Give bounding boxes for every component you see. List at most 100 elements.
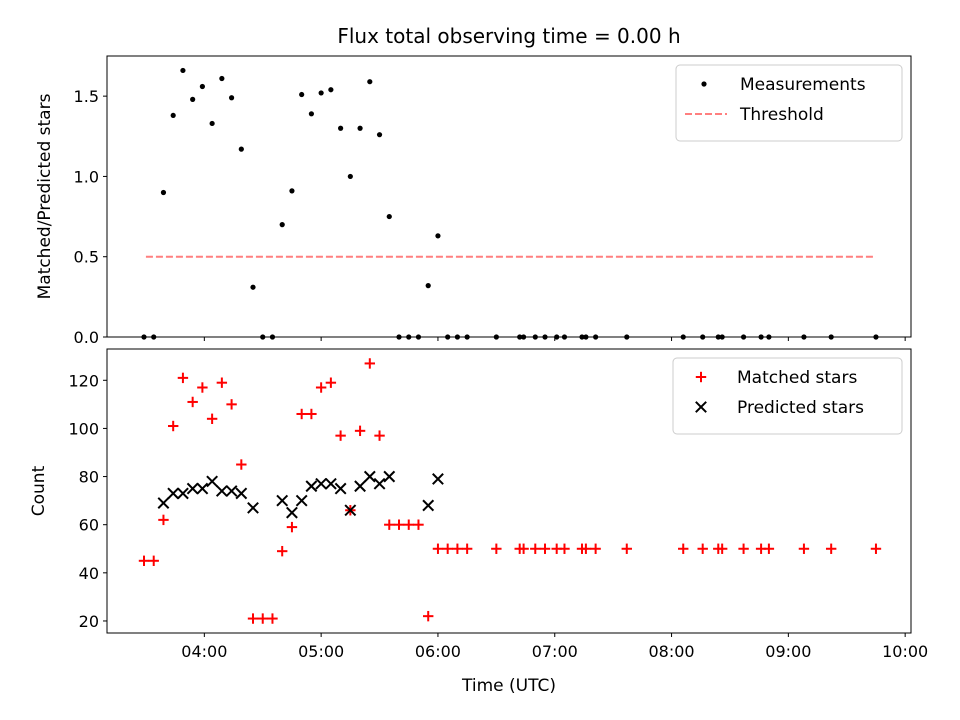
measurements-point — [328, 87, 334, 93]
matched-stars-point — [432, 543, 444, 554]
y-tick-label: 0.0 — [74, 328, 99, 347]
matched-stars-point — [306, 408, 317, 420]
matched-stars-point — [423, 610, 434, 622]
measurements-point — [357, 125, 363, 131]
predicted-stars-point — [354, 480, 366, 493]
flux-ratio-x-ticks — [203, 337, 906, 341]
matched-stars-point — [678, 543, 689, 554]
predicted-stars-point — [177, 487, 189, 500]
star-count-axes-frame — [106, 348, 912, 634]
matched-stars-point — [870, 543, 882, 554]
measurements-legend-label: Measurements — [740, 75, 866, 95]
measurements-point — [228, 95, 235, 101]
measurements-point — [376, 132, 383, 138]
x-tick-label: 07:00 — [532, 642, 578, 661]
y-tick-label: 20 — [79, 612, 99, 631]
y-tick-label: 0.5 — [74, 248, 99, 267]
measurements-point — [190, 96, 196, 102]
matched-stars-point — [825, 543, 837, 554]
flux-ratio-panel: 0.0 0.5 1.0 1.5 Flux total observing time =… — [35, 24, 912, 347]
matched-stars-point — [539, 543, 551, 554]
matched-stars-point — [354, 425, 366, 437]
matched-stars-point — [413, 519, 424, 530]
predicted-stars-point — [225, 485, 238, 497]
matched-stars-point — [315, 382, 327, 393]
measurements-point — [338, 125, 344, 131]
matched-stars-point — [187, 396, 198, 408]
x-axis-label: Time (UTC) — [461, 676, 556, 696]
predicted-stars-point — [422, 499, 435, 512]
matched-stars-point — [530, 543, 541, 554]
legend-box — [675, 64, 903, 142]
predicted-stars-point — [432, 473, 444, 485]
matched-stars-point — [158, 514, 169, 526]
matched-stars-legend-label: Matched stars — [737, 368, 857, 388]
matched-stars-legend-swatch — [695, 371, 707, 383]
measurements-point — [160, 189, 167, 196]
predicted-stars-point — [167, 487, 180, 500]
star-count-y-axis-label: Count — [29, 465, 49, 516]
matched-stars-point — [138, 555, 150, 566]
star-count-legend: Matched stars Predicted stars — [672, 357, 903, 435]
matched-stars-point — [580, 543, 592, 554]
flux-ratio-axes-frame — [106, 55, 912, 338]
matched-stars-point — [148, 555, 159, 566]
x-tick-label: 05:00 — [298, 642, 344, 661]
measurements-point — [180, 67, 186, 74]
matched-stars-point — [257, 613, 268, 624]
matched-stars-point — [374, 430, 385, 441]
x-tick-label: 04:00 — [181, 642, 227, 661]
predicted-stars-point — [157, 497, 170, 509]
y-tick-label: 1.5 — [74, 87, 99, 106]
predicted-stars-point — [315, 477, 328, 490]
legend-box — [672, 357, 903, 435]
measurements-point — [219, 75, 225, 82]
matched-stars-point — [559, 543, 570, 554]
measurements-legend-swatch — [701, 81, 707, 87]
matched-stars-point — [296, 408, 307, 420]
x-tick-label: 08:00 — [648, 642, 694, 661]
y-tick-label: 120 — [68, 371, 99, 390]
measurements-point — [279, 222, 285, 228]
measurements-point — [209, 120, 215, 127]
predicted-stars-point — [363, 470, 376, 483]
y-tick-label: 40 — [79, 564, 99, 583]
matched-stars-point — [442, 543, 453, 554]
matched-stars-point — [763, 543, 775, 554]
predicted-stars-point — [196, 482, 209, 495]
matched-stars-point — [403, 519, 414, 530]
measurements-point — [238, 146, 244, 152]
measurements-point — [435, 233, 441, 239]
y-tick-label: 60 — [79, 516, 99, 535]
flux-ratio-legend: Measurements Threshold — [675, 64, 903, 142]
matched-stars-point — [518, 543, 529, 554]
matched-stars-point — [335, 430, 346, 441]
matched-stars-point — [798, 543, 810, 554]
flux-ratio-y-ticks: 0.0 0.5 1.0 1.5 — [74, 87, 107, 347]
measurements-point — [386, 213, 392, 220]
threshold-legend-label: Threshold — [739, 105, 824, 125]
matched-stars-point — [393, 519, 405, 530]
measurements-point — [347, 173, 353, 180]
star-count-y-ticks: 20 40 60 80 100 120 — [68, 371, 107, 631]
predicted-stars-point — [334, 482, 347, 495]
predicted-stars-point — [286, 506, 298, 519]
flux-ratio-y-axis-label: Matched/Predicted stars — [35, 93, 55, 299]
star-count-panel: 20 40 60 80 100 120 04:00 05:00 06:00 07:00 08:00… — [29, 348, 928, 696]
predicted-stars-point — [324, 477, 337, 490]
star-count-x-ticks: 04:00 05:00 06:00 07:00 08:00 09:00 10:00 — [181, 633, 928, 661]
predicted-stars-point — [215, 485, 228, 497]
matched-stars-point — [491, 543, 502, 554]
measurements-point — [289, 188, 295, 194]
matched-stars-point — [236, 459, 247, 470]
matched-stars-point — [206, 413, 218, 424]
predicted-stars-point — [344, 504, 357, 517]
matched-stars-point — [267, 613, 278, 624]
predicted-stars-point — [186, 482, 199, 495]
matched-stars-point — [621, 543, 632, 554]
y-tick-label: 80 — [79, 468, 99, 487]
y-tick-label: 1.0 — [74, 167, 99, 186]
measurements-point — [308, 111, 315, 117]
matched-stars-point — [364, 358, 376, 369]
